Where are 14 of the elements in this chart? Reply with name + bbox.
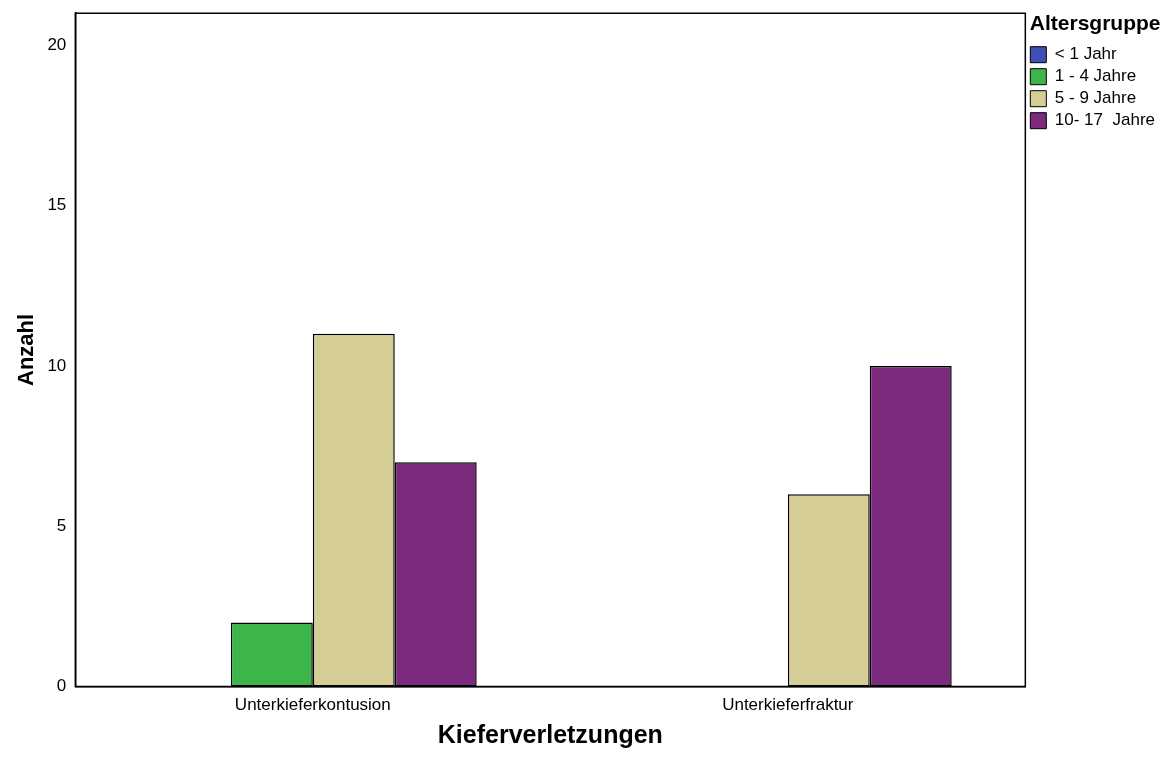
x-tick-label: Unterkieferkontusion bbox=[234, 695, 391, 715]
y-tick-label: 5 bbox=[56, 515, 67, 535]
y-tick-label: 10 bbox=[47, 355, 67, 375]
legend-title: Altersgruppe bbox=[1029, 11, 1161, 35]
y-tick-label: 20 bbox=[47, 34, 67, 54]
y-axis-title: Anzahl bbox=[13, 313, 39, 386]
legend-label: 10- 17 Jahre bbox=[1054, 110, 1156, 130]
legend-label: 1 - 4 Jahre bbox=[1054, 66, 1137, 86]
legend-label: < 1 Jahr bbox=[1054, 44, 1118, 64]
y-tick-label: 0 bbox=[56, 676, 67, 696]
x-axis-title: Kieferverletzungen bbox=[437, 719, 663, 748]
legend-label: 5 - 9 Jahre bbox=[1054, 88, 1137, 108]
y-tick-label: 15 bbox=[47, 195, 67, 215]
x-tick-label: Unterkieferfraktur bbox=[722, 695, 854, 715]
